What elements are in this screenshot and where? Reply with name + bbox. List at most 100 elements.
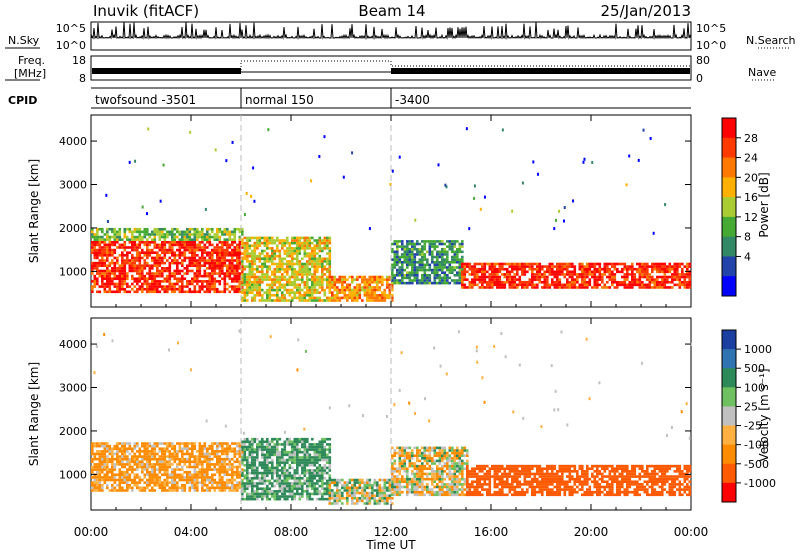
echo-cell xyxy=(308,273,312,276)
echo-cell xyxy=(268,490,272,493)
echo-cell xyxy=(188,227,192,231)
echo-cell xyxy=(201,282,204,286)
echo-cell xyxy=(206,240,209,244)
echo-cell xyxy=(236,251,239,255)
echo-cell xyxy=(453,258,457,261)
echo-cell xyxy=(121,285,124,288)
echo-cell xyxy=(301,244,304,248)
echo-cell xyxy=(163,460,167,464)
echo-cell xyxy=(461,280,464,284)
echo-cell xyxy=(511,278,514,281)
echo-cell xyxy=(153,473,157,477)
echo-cell xyxy=(201,246,204,249)
echo-cell xyxy=(153,470,157,474)
echo-cell xyxy=(126,455,129,458)
echo-cell xyxy=(253,293,257,297)
echo-cell xyxy=(133,259,137,262)
echo-cell xyxy=(123,267,127,270)
echo-cell xyxy=(556,278,559,281)
echo-cell xyxy=(558,262,562,266)
echo-cell xyxy=(263,244,267,248)
echo-cell xyxy=(168,277,172,281)
echo-cell xyxy=(118,280,122,283)
echo-cell xyxy=(298,476,302,480)
echo-cell xyxy=(241,495,244,498)
echo-cell xyxy=(291,484,294,488)
echo-cell xyxy=(93,442,97,445)
echo-cell xyxy=(223,243,227,247)
echo-cell xyxy=(321,479,324,483)
echo-cell xyxy=(678,283,682,287)
echo-cell xyxy=(258,299,262,302)
echo-cell xyxy=(438,276,442,280)
echo-cell xyxy=(333,286,337,289)
echo-cell xyxy=(403,273,407,277)
echo-cell xyxy=(521,286,524,289)
echo-cell xyxy=(248,466,252,470)
echo-cell xyxy=(278,484,282,488)
echo-cell xyxy=(398,258,402,261)
echo-cell xyxy=(311,497,314,501)
echo-cell xyxy=(241,273,244,276)
echo-cell xyxy=(211,235,214,239)
echo-cell xyxy=(161,230,164,234)
echo-cell xyxy=(218,254,222,257)
echo-cell xyxy=(283,440,287,444)
echo-cell xyxy=(271,440,274,444)
echo-cell xyxy=(428,281,432,285)
echo-cell xyxy=(316,453,319,457)
echo-cell xyxy=(156,483,159,487)
echo-cell xyxy=(191,486,194,490)
echo-cell xyxy=(204,207,207,211)
echo-cell xyxy=(151,455,154,458)
echo-cell xyxy=(216,235,219,239)
echo-cell xyxy=(189,130,192,134)
echo-cell xyxy=(138,233,142,236)
echo-cell xyxy=(251,252,254,255)
echo-cell xyxy=(116,287,119,291)
echo-cell xyxy=(568,280,572,284)
echo-cell xyxy=(136,287,139,291)
echo-cell xyxy=(173,269,177,273)
echo-cell xyxy=(243,476,247,480)
echo-cell xyxy=(138,246,142,249)
echo-cell xyxy=(666,275,669,279)
echo-cell xyxy=(146,290,149,294)
echo-cell xyxy=(351,499,354,503)
echo-cell xyxy=(638,283,642,287)
echo-cell xyxy=(178,285,182,288)
echo-cell xyxy=(453,273,457,277)
echo-cell xyxy=(636,278,639,281)
echo-cell xyxy=(238,463,242,466)
echo-cell xyxy=(233,285,237,288)
echo-cell xyxy=(233,248,237,252)
echo-cell xyxy=(221,463,224,466)
echo-cell xyxy=(276,293,279,297)
echo-cell xyxy=(433,268,437,272)
echo-cell xyxy=(181,447,184,451)
echo-cell xyxy=(101,274,104,278)
echo-cell xyxy=(191,452,194,456)
echo-cell xyxy=(343,486,347,490)
echo-cell xyxy=(213,238,217,241)
echo-cell xyxy=(608,278,612,281)
echo-cell xyxy=(671,273,674,276)
echo-cell xyxy=(408,273,412,277)
echo-cell xyxy=(373,293,377,297)
echo-cell xyxy=(191,251,194,255)
echo-cell xyxy=(101,251,104,255)
echo-cell xyxy=(201,486,204,490)
echo-cell xyxy=(361,481,364,484)
echo-cell xyxy=(321,270,324,274)
echo-cell xyxy=(248,280,252,284)
echo-cell xyxy=(326,236,329,240)
echo-cell xyxy=(148,285,152,288)
echo-cell xyxy=(291,257,294,261)
echo-cell xyxy=(96,470,99,474)
echo-cell xyxy=(313,445,317,449)
echo-cell xyxy=(278,278,282,281)
echo-cell xyxy=(558,280,562,284)
echo-cell xyxy=(541,286,544,289)
echo-cell xyxy=(328,288,332,292)
echo-cell xyxy=(343,481,347,484)
